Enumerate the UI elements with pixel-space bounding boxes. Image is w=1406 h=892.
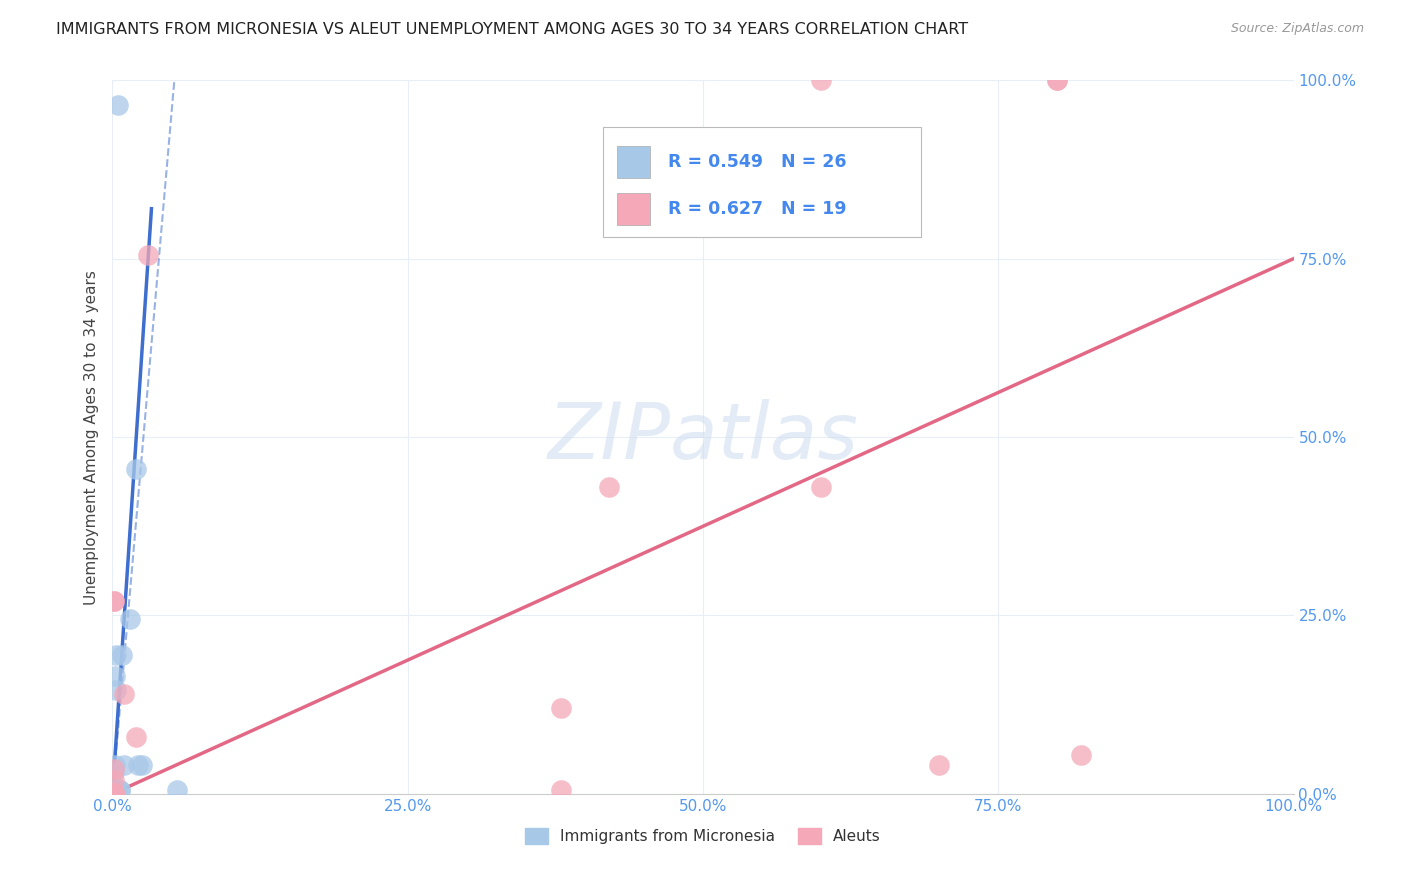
Point	[550, 701, 572, 715]
Point	[108, 783, 131, 797]
Point	[108, 783, 131, 797]
Point	[105, 783, 128, 797]
Point	[103, 594, 125, 608]
Legend: Immigrants from Micronesia, Aleuts: Immigrants from Micronesia, Aleuts	[519, 822, 887, 850]
Point	[103, 772, 125, 787]
Point	[103, 594, 125, 608]
Text: R = 0.627   N = 19: R = 0.627 N = 19	[668, 200, 846, 218]
Point	[103, 783, 125, 797]
Point	[810, 73, 832, 87]
Point	[111, 648, 134, 662]
Point	[125, 462, 148, 476]
Point	[104, 669, 127, 683]
Point	[810, 480, 832, 494]
Point	[103, 786, 125, 800]
Point	[103, 783, 125, 797]
Point	[103, 786, 125, 800]
FancyBboxPatch shape	[617, 193, 650, 225]
Text: ZIPatlas: ZIPatlas	[547, 399, 859, 475]
Point	[598, 480, 620, 494]
Point	[112, 687, 135, 701]
Text: IMMIGRANTS FROM MICRONESIA VS ALEUT UNEMPLOYMENT AMONG AGES 30 TO 34 YEARS CORRE: IMMIGRANTS FROM MICRONESIA VS ALEUT UNEM…	[56, 22, 969, 37]
Point	[1046, 73, 1069, 87]
Point	[166, 783, 188, 797]
Point	[105, 683, 128, 698]
Point	[103, 783, 125, 797]
Point	[103, 783, 125, 797]
Text: R = 0.549   N = 26: R = 0.549 N = 26	[668, 153, 846, 171]
FancyBboxPatch shape	[603, 127, 921, 237]
Text: Source: ZipAtlas.com: Source: ZipAtlas.com	[1230, 22, 1364, 36]
Point	[105, 783, 128, 797]
Point	[120, 612, 142, 626]
Point	[131, 758, 153, 772]
Point	[1070, 747, 1092, 762]
Point	[103, 783, 125, 797]
Point	[103, 786, 125, 800]
Point	[105, 783, 128, 797]
Point	[103, 783, 125, 797]
Point	[127, 758, 149, 772]
Point	[105, 648, 128, 662]
Point	[1046, 73, 1069, 87]
Point	[105, 783, 128, 797]
Y-axis label: Unemployment Among Ages 30 to 34 years: Unemployment Among Ages 30 to 34 years	[83, 269, 98, 605]
Point	[103, 783, 125, 797]
Point	[103, 762, 125, 776]
FancyBboxPatch shape	[617, 146, 650, 178]
Point	[125, 730, 148, 744]
Point	[112, 758, 135, 772]
Point	[104, 758, 127, 772]
Point	[136, 248, 159, 262]
Point	[103, 765, 125, 780]
Point	[928, 758, 950, 772]
Point	[550, 783, 572, 797]
Point	[107, 98, 129, 112]
